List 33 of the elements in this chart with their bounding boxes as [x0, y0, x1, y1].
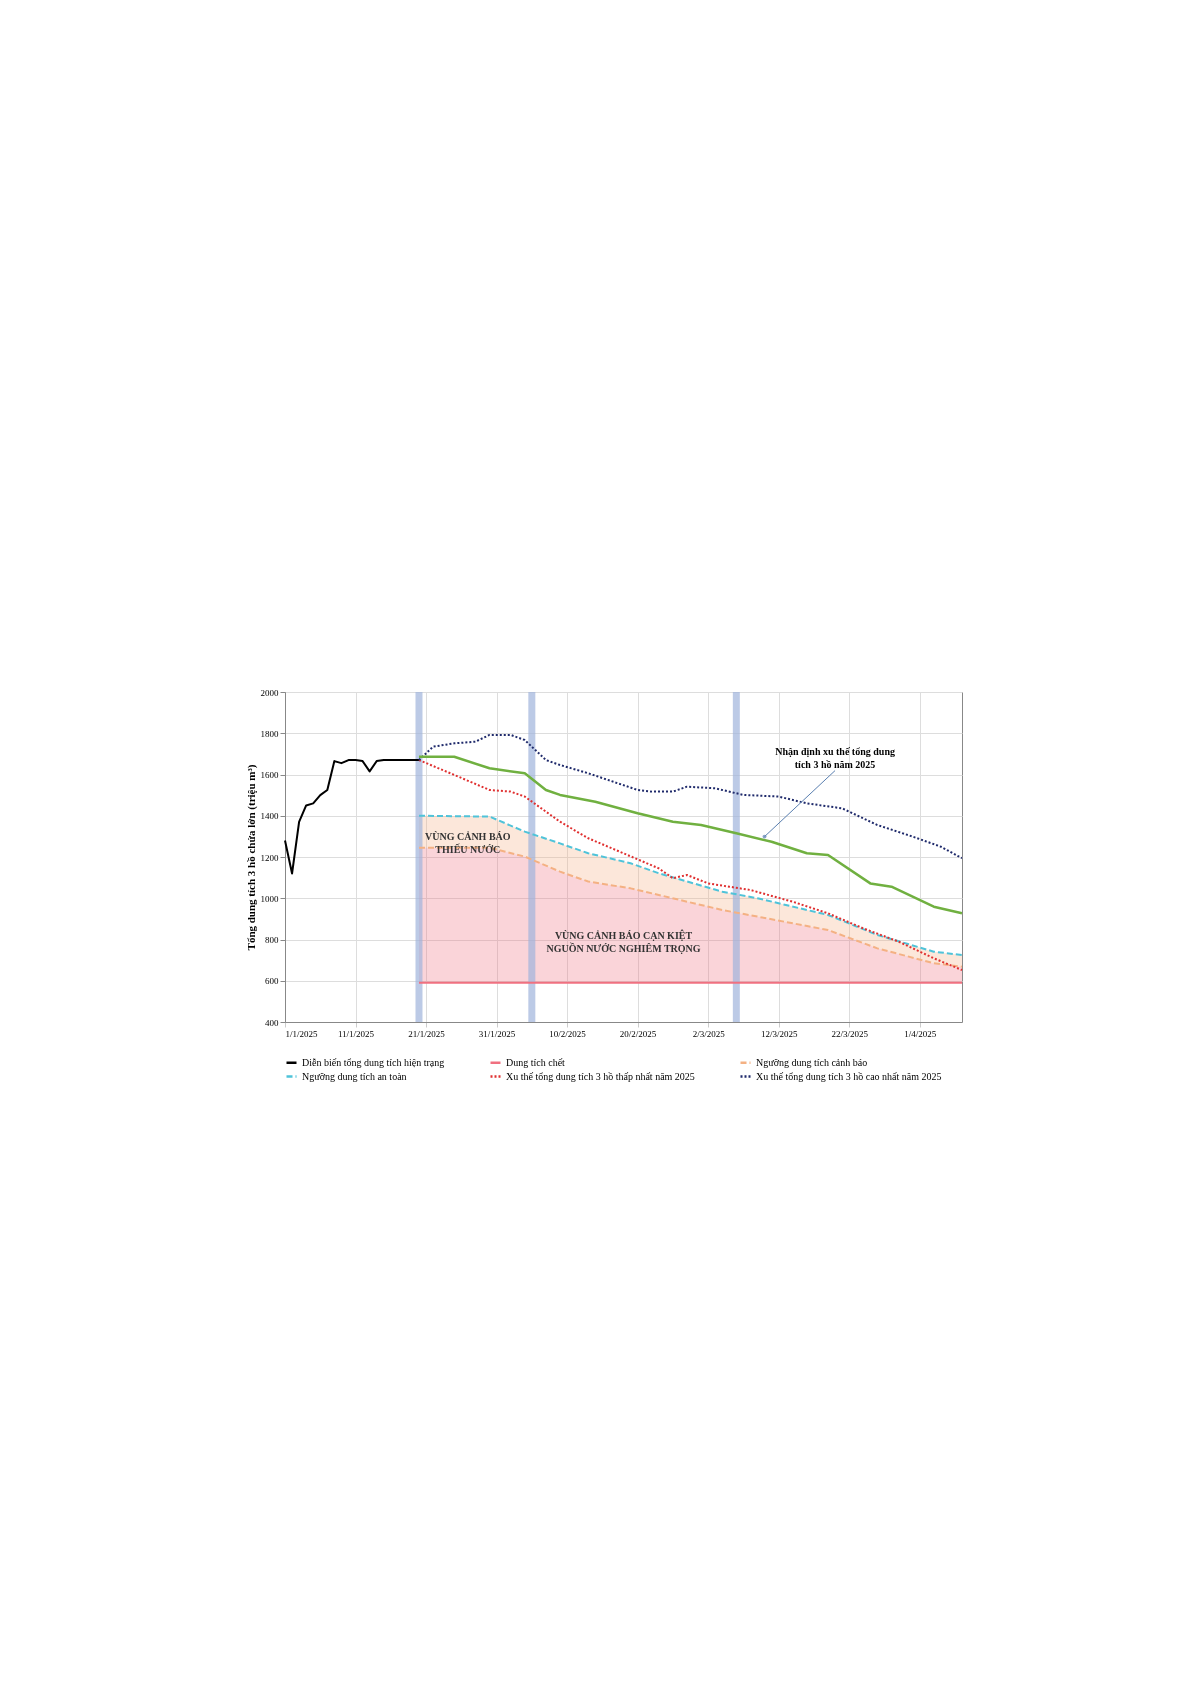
annotation: Nhận định xu thế tổng dung tích 3 hồ năm 2025	[775, 745, 895, 770]
line-series	[417, 755, 964, 915]
y-tick-label: 1000	[260, 893, 279, 904]
legend-label: Diễn biến tổng dung tích hiện trạng	[302, 1056, 445, 1068]
line-series	[417, 733, 963, 860]
x-tick-label: 11/1/2025	[337, 1028, 375, 1039]
x-tick-label: 22/3/2025	[831, 1028, 869, 1039]
line-series	[284, 759, 420, 875]
y-tick-label: 2000	[260, 687, 279, 698]
legend-label: Ngưỡng dung tích cảnh báo	[756, 1056, 868, 1068]
y-tick-label: 600	[265, 976, 279, 987]
y-tick-label: 400	[265, 1017, 279, 1028]
y-tick-label: 800	[265, 935, 279, 945]
legend-label: Ngưỡng dung tích an toàn	[302, 1070, 407, 1082]
x-tick-label: 21/1/2025	[408, 1028, 446, 1039]
y-tick-label: 1200	[260, 852, 279, 863]
y-tick-label: 1800	[260, 728, 279, 739]
x-tick-label: 1/1/2025	[285, 1028, 318, 1039]
annotation: VÙNG CẢNH BÁO CẠN KIỆT NGUỒN NƯỚC NGHIÊM TRỌNG	[546, 929, 701, 955]
legend-label: Xu thế tổng dung tích 3 hồ thấp nhất năm 2025	[506, 1070, 695, 1082]
x-tick-label: 20/2/2025	[619, 1028, 657, 1039]
x-tick-label: 1/4/2025	[904, 1028, 937, 1039]
x-tick-label: 2/3/2025	[692, 1028, 726, 1039]
line-series	[417, 759, 963, 972]
y-tick-label: 1600	[260, 770, 279, 780]
x-tick-label: 12/3/2025	[760, 1028, 798, 1039]
y-axis-title: Tổng dung tích 3 hồ chứa lớn (triệu m³)	[244, 764, 258, 951]
legend-label: Xu thế tổng dung tích 3 hồ cao nhất năm 2025	[756, 1070, 942, 1082]
legend-label: Dung tích chết	[506, 1056, 566, 1068]
annotation: VÙNG CẢNH BÁO THIẾU NƯỚC	[425, 831, 511, 856]
x-tick-label: 10/2/2025	[549, 1028, 587, 1039]
y-tick-label: 1400	[260, 811, 279, 822]
x-tick-label: 31/1/2025	[478, 1028, 516, 1039]
